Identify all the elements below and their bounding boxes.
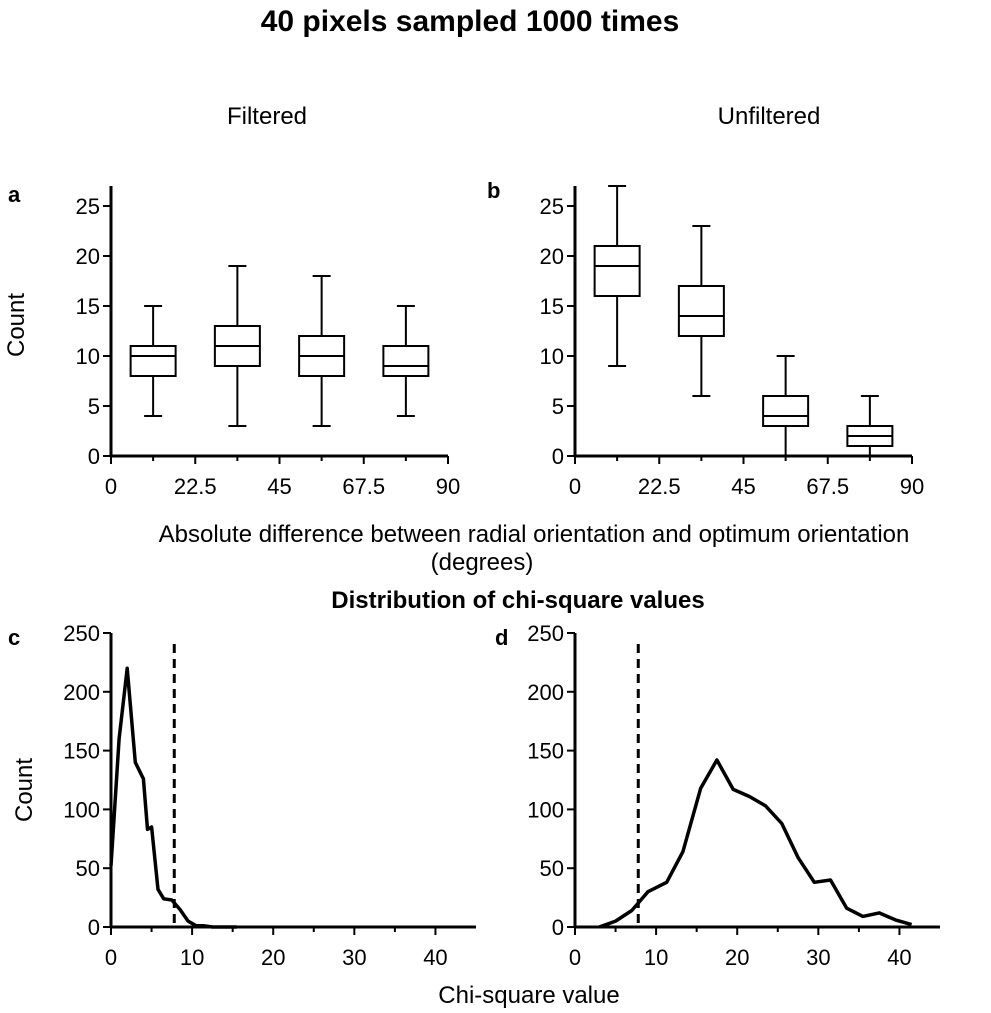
box-iqr	[762, 395, 810, 427]
y-tick-label: 200	[63, 680, 100, 705]
panel-b-unfiltered-boxplot: b 0 5 10 15 20 25 0 22.5 45 67.5 90	[487, 178, 924, 499]
y-tick-label: 100	[527, 797, 564, 822]
box-iqr	[382, 345, 430, 377]
box-3	[298, 275, 346, 427]
x-tick-label: 45	[267, 474, 291, 499]
x-tick-label: 0	[105, 945, 117, 970]
y-tick-label: 150	[527, 739, 564, 764]
x-tick-label: 30	[806, 945, 830, 970]
box-1	[593, 185, 641, 367]
y-tick-label: 20	[540, 244, 564, 269]
x-tick-label: 30	[342, 945, 366, 970]
panel-letter-d: d	[495, 625, 508, 650]
y-tick-label: 20	[76, 244, 100, 269]
count-series-line	[598, 758, 913, 929]
top-x-axis-label-line2: (degrees)	[431, 549, 534, 576]
box-1	[129, 305, 177, 417]
y-tick-label: 10	[540, 344, 564, 369]
box-iqr	[129, 345, 177, 377]
y-tick-label: 50	[540, 856, 564, 881]
y-tick-label: 50	[76, 856, 100, 881]
bottom-section-title: Distribution of chi-square values	[331, 587, 704, 614]
y-tick-label: 0	[552, 444, 564, 469]
y-tick-label: 200	[527, 680, 564, 705]
x-tick-label: 20	[725, 945, 749, 970]
box-2	[677, 225, 725, 397]
x-tick-label: 67.5	[342, 474, 385, 499]
box-4	[846, 395, 894, 457]
top-x-axis-label-line1: Absolute difference between radial orien…	[159, 521, 910, 548]
x-tick-label: 0	[569, 474, 581, 499]
panel-letter-a: a	[8, 182, 21, 207]
box-3	[762, 355, 810, 457]
x-tick-label: 40	[423, 945, 447, 970]
bottom-y-axis-label: Count	[11, 758, 38, 822]
y-tick-label: 15	[76, 294, 100, 319]
y-tick-label: 15	[540, 294, 564, 319]
y-tick-label: 0	[88, 915, 100, 940]
box-iqr	[677, 285, 725, 337]
box-iqr	[593, 245, 641, 297]
x-tick-label: 67.5	[806, 474, 849, 499]
column-title-unfiltered: Unfiltered	[718, 103, 821, 130]
y-tick-label: 250	[63, 621, 100, 646]
y-tick-label: 25	[540, 194, 564, 219]
x-tick-label: 0	[569, 945, 581, 970]
y-tick-label: 0	[552, 915, 564, 940]
x-tick-label: 0	[105, 474, 117, 499]
x-tick-label: 90	[900, 474, 924, 499]
box-2	[213, 265, 261, 427]
y-tick-label: 0	[88, 444, 100, 469]
x-tick-label: 22.5	[638, 474, 681, 499]
y-tick-label: 5	[88, 394, 100, 419]
y-tick-label: 250	[527, 621, 564, 646]
x-tick-label: 10	[644, 945, 668, 970]
bottom-x-axis-label: Chi-square value	[438, 982, 619, 1009]
x-tick-label: 22.5	[174, 474, 217, 499]
x-tick-label: 10	[180, 945, 204, 970]
panel-a-filtered-boxplot: a 0 5 10 15 20 25 0 22.5 45 67.5 90	[8, 182, 460, 499]
x-tick-label: 45	[731, 474, 755, 499]
box-4	[382, 305, 430, 417]
panel-d-unfiltered-chi-square-line: d 0 50 100 150 200 250 0 10 20 30 40	[495, 621, 940, 970]
top-y-axis-label: Count	[3, 293, 30, 357]
panel-letter-b: b	[487, 178, 500, 203]
y-tick-label: 5	[552, 394, 564, 419]
x-tick-label: 90	[436, 474, 460, 499]
y-tick-label: 150	[63, 739, 100, 764]
x-tick-label: 20	[261, 945, 285, 970]
y-tick-label: 25	[76, 194, 100, 219]
panel-letter-c: c	[8, 625, 20, 650]
count-series-line	[109, 666, 237, 929]
panel-c-filtered-chi-square-line: c 0 50 100 150 200 250 0 10 20 30 40	[8, 621, 476, 970]
y-tick-label: 100	[63, 797, 100, 822]
y-tick-label: 10	[76, 344, 100, 369]
x-tick-label: 40	[887, 945, 911, 970]
figure-title: 40 pixels sampled 1000 times	[261, 5, 680, 38]
column-title-filtered: Filtered	[227, 103, 307, 130]
